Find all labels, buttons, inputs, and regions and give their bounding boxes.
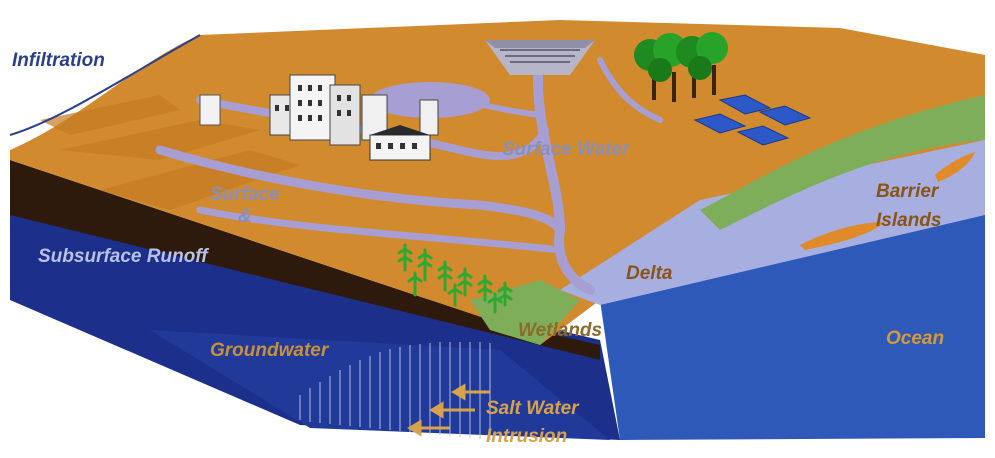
wetland-delta: [470, 280, 580, 345]
label-wetlands: Wetlands: [518, 320, 602, 341]
label-barrier: Barrier: [876, 181, 940, 202]
label-infiltration: Infiltration: [12, 50, 105, 71]
label-intrusion: Intrusion: [486, 426, 567, 447]
label-surface: Surface: [210, 184, 280, 205]
wetland-coast: [700, 95, 985, 230]
infiltration-line: [9, 34, 201, 136]
label-delta: Delta: [626, 263, 673, 284]
label-surface-water: Surface Water: [502, 139, 631, 160]
wetland-plants-icon: [397, 243, 513, 314]
trees-icon: [634, 32, 728, 102]
label-groundwater: Groundwater: [210, 340, 330, 361]
label-islands: Islands: [876, 210, 941, 231]
salt-intrusion-zone: [299, 342, 491, 440]
city-buildings-icon: [199, 74, 439, 161]
label-ampersand: &: [238, 206, 252, 227]
soil-layer: [10, 160, 600, 360]
label-salt-water: Salt Water: [486, 398, 580, 419]
dam-icon: [485, 40, 595, 75]
label-ocean: Ocean: [886, 328, 944, 349]
ocean-front-face: [600, 212, 985, 440]
barrier-islands: [800, 152, 975, 250]
label-subsurface-runoff: Subsurface Runoff: [38, 246, 209, 267]
solar-panel-icon: [693, 94, 812, 146]
bay-surface: [560, 140, 985, 305]
intrusion-arrows-icon: [407, 383, 490, 437]
